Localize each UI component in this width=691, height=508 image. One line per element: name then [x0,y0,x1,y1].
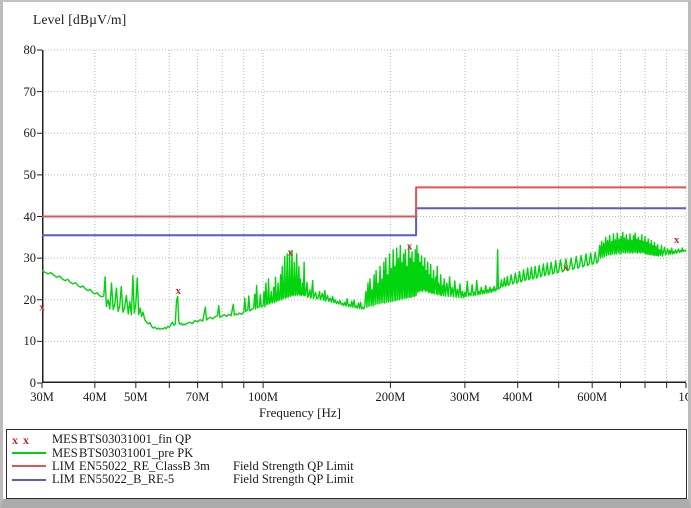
x-tick-label: 300M [449,390,480,404]
x-tick-label: 70M [185,390,210,404]
y-tick-label: 30 [23,251,37,266]
legend-row-limit-re5: LIM EN55022_B_RE-5 Field Strength QP Lim… [12,472,686,487]
qp-marker-symbol: x x [12,432,30,447]
qp-final-markers: x [39,302,45,314]
legend-tag: LIM [52,472,75,487]
re5-limit-line [42,207,686,237]
legend-tag: LIM [52,458,75,473]
limit-re5-line-symbol [12,473,52,486]
y-tick-label: 70 [23,84,37,99]
peak-trace [41,231,687,330]
qp-final-markers: x [288,247,294,259]
legend-name: EN55022_B_RE-5 [79,472,175,487]
limit-3m-line-symbol [12,460,52,473]
legend-suffix: Field Strength QP Limit [233,472,354,487]
classb-3m-limit-line [42,186,686,218]
y-tick-label: 10 [23,334,37,349]
x-tick-label: 50M [124,390,148,404]
legend-name: EN55022_RE_ClassB 3m [79,458,210,473]
x-tick-label: 30M [30,390,54,404]
x-axis-title: Frequency [Hz] [259,405,341,420]
chart-title: Level [dBµV/m] [33,12,127,27]
qp-final-markers: x [407,240,413,252]
qp-final-markers: x [563,261,569,273]
x-tick-label: 1G [678,390,688,404]
legend-name: BTS03031001_fin QP [79,432,192,447]
legend-row-fin-qp: x x MES BTS03031001_fin QP [12,432,686,447]
x-tick-label: 400M [502,390,533,404]
y-tick-label: 60 [23,126,37,141]
qp-final-markers: x [674,234,680,246]
x-tick-label: 600M [577,390,608,404]
x-tick-label: 200M [375,390,406,404]
legend-suffix: Field Strength QP Limit [233,458,354,473]
legend-tag: MES [52,432,78,447]
y-tick-label: 80 [23,43,37,57]
legend-row-pre-pk: MES BTS03031001_pre PK [12,445,686,460]
legend-row-limit-3m: LIM EN55022_RE_ClassB 3m Field Strength … [12,458,686,473]
trace-line-symbol [12,446,52,459]
legend: x x MES BTS03031001_fin QP MES BTS030310… [6,429,687,499]
x-tick-label: 40M [83,390,107,404]
y-tick-label: 20 [23,292,37,307]
legend-tag: MES [52,445,78,460]
x-tick-label: 100M [248,390,279,404]
qp-final-markers: x [176,285,182,297]
y-tick-label: 0 [29,376,36,390]
legend-name: BTS03031001_pre PK [79,445,194,460]
y-tick-label: 40 [23,209,37,224]
emissions-plot: x x x x x x [37,49,687,388]
y-tick-label: 50 [23,167,37,182]
